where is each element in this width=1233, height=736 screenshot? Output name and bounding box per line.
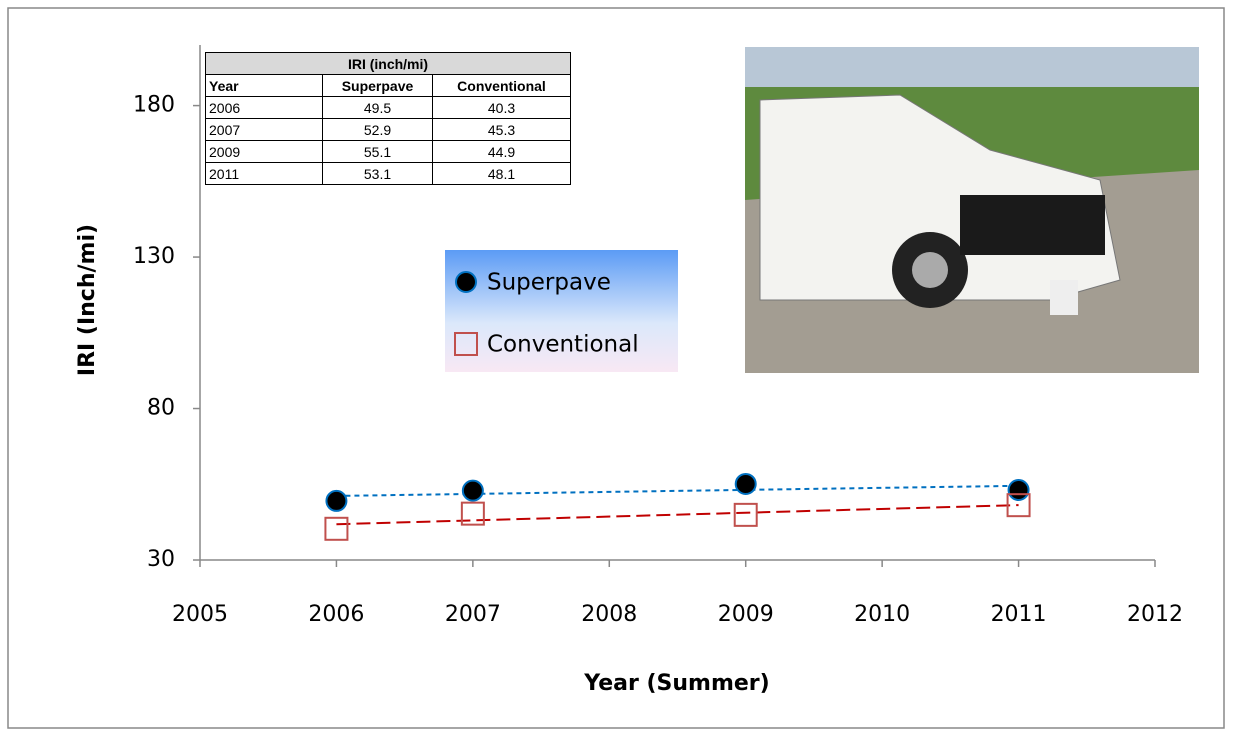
table-cell: 55.1 bbox=[323, 141, 433, 163]
legend-label: Conventional bbox=[487, 332, 639, 358]
x-tick-label: 2007 bbox=[445, 602, 501, 627]
legend-label: Superpave bbox=[487, 270, 611, 296]
table-cell: 52.9 bbox=[323, 119, 433, 141]
x-tick-label: 2008 bbox=[581, 602, 637, 627]
x-axis-title: Year (Summer) bbox=[583, 671, 769, 696]
table-cell: 48.1 bbox=[433, 163, 571, 185]
table-cell: 40.3 bbox=[433, 97, 571, 119]
x-tick-label: 2009 bbox=[718, 602, 774, 627]
table-cell: 44.9 bbox=[433, 141, 571, 163]
table-title: IRI (inch/mi) bbox=[206, 53, 571, 75]
column-header: Conventional bbox=[433, 75, 571, 97]
chart: IRI (Inch/mi) Year (Summer) 30 80 130 180 20… bbox=[0, 0, 1233, 736]
photo bbox=[745, 47, 1199, 373]
column-header: Year bbox=[206, 75, 323, 97]
x-tick-label: 2005 bbox=[172, 602, 228, 627]
point bbox=[326, 491, 346, 511]
y-tick-label: 30 bbox=[147, 547, 175, 572]
x-tick-label: 2006 bbox=[308, 602, 364, 627]
x-tick-label: 2012 bbox=[1127, 602, 1183, 627]
point bbox=[1009, 480, 1029, 500]
y-tick-label: 180 bbox=[133, 93, 175, 118]
page: IRI (Inch/mi) Year (Summer) 30 80 130 180 20… bbox=[0, 0, 1233, 736]
table-cell: 49.5 bbox=[323, 97, 433, 119]
table-cell: 2007 bbox=[206, 119, 323, 141]
point bbox=[456, 272, 476, 292]
table-cell: 2011 bbox=[206, 163, 323, 185]
y-tick-label: 130 bbox=[133, 244, 175, 269]
x-tick-label: 2011 bbox=[991, 602, 1047, 627]
point bbox=[736, 474, 756, 494]
table-cell: 53.1 bbox=[323, 163, 433, 185]
table-cell: 45.3 bbox=[433, 119, 571, 141]
x-tick-label: 2010 bbox=[854, 602, 910, 627]
y-axis-title: IRI (Inch/mi) bbox=[75, 224, 100, 376]
table-cell: 2006 bbox=[206, 97, 323, 119]
column-header: Superpave bbox=[323, 75, 433, 97]
y-tick-label: 80 bbox=[147, 396, 175, 421]
point bbox=[463, 481, 483, 501]
table-cell: 2009 bbox=[206, 141, 323, 163]
